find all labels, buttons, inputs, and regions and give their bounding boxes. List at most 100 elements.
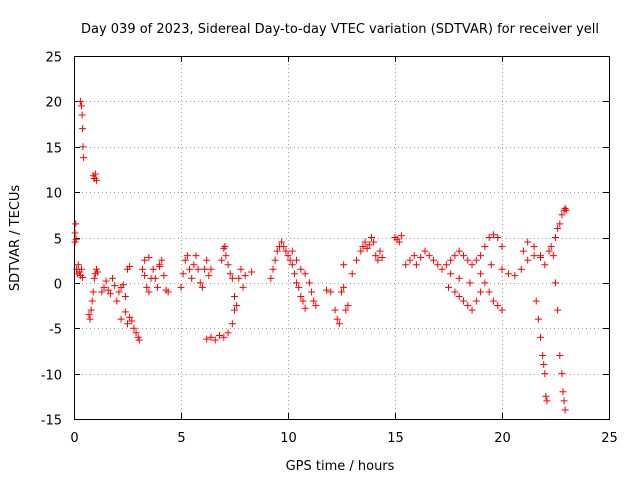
data-point (451, 252, 459, 260)
data-point (447, 270, 455, 278)
x-tick-label: 25 (601, 431, 618, 446)
data-point (438, 265, 446, 273)
data-point (164, 288, 172, 296)
data-point (402, 261, 410, 269)
data-point (344, 302, 352, 310)
data-point (481, 279, 489, 287)
data-point (130, 324, 138, 332)
data-point (286, 256, 294, 264)
data-point (203, 335, 211, 343)
y-tick-label: 10 (45, 187, 62, 202)
data-point (92, 176, 100, 184)
data-point (158, 256, 166, 264)
data-point (207, 265, 215, 273)
data-point (273, 247, 281, 255)
data-point (179, 270, 187, 278)
y-tick-label: 25 (45, 51, 62, 66)
chart-title: Day 039 of 2023, Sidereal Day-to-day VTE… (81, 22, 599, 37)
data-point (352, 256, 360, 264)
data-point (86, 315, 94, 323)
data-point (532, 297, 540, 305)
data-point (77, 265, 85, 273)
data-point (447, 256, 455, 264)
data-point (327, 288, 335, 296)
data-point (224, 261, 232, 269)
data-point (524, 256, 532, 264)
data-point (530, 252, 538, 260)
data-point (539, 351, 547, 359)
data-point (87, 306, 95, 314)
data-point (397, 232, 405, 240)
data-point (348, 270, 356, 278)
data-point (335, 320, 343, 328)
x-tick-label: 15 (387, 431, 404, 446)
data-point (188, 274, 196, 282)
data-point (340, 283, 348, 291)
data-point (284, 252, 292, 260)
data-point (530, 243, 538, 251)
data-point (434, 261, 442, 269)
data-point (143, 283, 151, 291)
data-point (494, 302, 502, 310)
data-point (115, 288, 123, 296)
data-point (141, 256, 149, 264)
data-point (288, 261, 296, 269)
data-point (308, 288, 316, 296)
data-point (282, 247, 290, 255)
data-point (78, 111, 86, 119)
data-point (239, 283, 247, 291)
data-point (104, 286, 112, 294)
y-tick-labels: -15 -10 -5 0 5 10 15 20 25 (41, 51, 62, 429)
data-point (186, 265, 194, 273)
data-point (338, 288, 345, 296)
data-point (128, 317, 136, 325)
data-point (126, 263, 134, 271)
data-point (556, 351, 564, 359)
data-point (361, 238, 369, 246)
data-point (451, 288, 459, 296)
data-point (94, 268, 102, 276)
data-point (561, 204, 569, 212)
data-point (481, 243, 489, 251)
data-point (196, 279, 204, 287)
data-point (181, 256, 189, 264)
data-point (547, 243, 555, 251)
data-point (77, 102, 85, 110)
data-point (459, 297, 467, 305)
data-point (288, 247, 296, 255)
data-point (430, 256, 438, 264)
data-point (406, 256, 414, 264)
data-point (280, 243, 288, 251)
data-point (421, 247, 429, 255)
data-point (269, 265, 277, 273)
data-point (248, 268, 256, 276)
data-point (198, 283, 206, 291)
data-point (79, 143, 87, 151)
data-point (278, 238, 286, 246)
data-point (218, 256, 226, 264)
data-point (88, 297, 96, 305)
data-point (71, 229, 79, 237)
data-point (301, 304, 309, 312)
data-point (98, 288, 106, 296)
data-point (357, 247, 365, 255)
x-tick-label: 10 (280, 431, 297, 446)
data-point (494, 234, 502, 241)
data-point (562, 206, 570, 214)
data-point (111, 282, 119, 290)
data-point (312, 302, 320, 310)
y-tick-label: -5 (49, 323, 62, 338)
data-point (228, 274, 236, 282)
data-point (297, 265, 305, 273)
data-point (498, 243, 506, 251)
x-axis-label: GPS time / hours (286, 459, 395, 474)
data-point (340, 261, 348, 269)
x-tick-label: 5 (177, 431, 185, 446)
data-point (113, 297, 121, 305)
data-point (537, 252, 545, 260)
data-point (76, 97, 84, 105)
data-point (72, 220, 80, 228)
data-point (190, 261, 198, 269)
data-point (192, 252, 200, 260)
